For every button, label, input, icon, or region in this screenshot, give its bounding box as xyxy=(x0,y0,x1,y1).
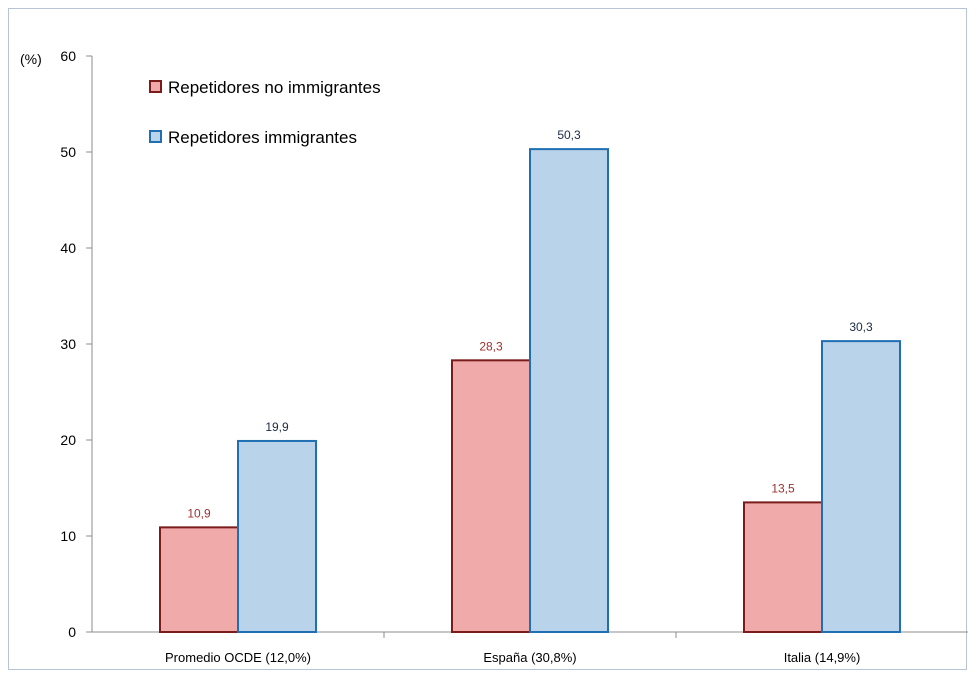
data-label: 30,3 xyxy=(849,320,873,334)
data-label: 19,9 xyxy=(265,420,289,434)
y-tick-label: 50 xyxy=(60,144,76,160)
y-tick-label: 60 xyxy=(60,48,76,64)
y-tick-label: 10 xyxy=(60,528,76,544)
legend: Repetidores no immigrantes Repetidores im… xyxy=(149,78,381,147)
bars: 10,9 19,9 28,3 50,3 13,5 30,3 xyxy=(159,128,901,633)
x-tick-label: Italia (14,9%) xyxy=(784,650,861,665)
legend-label: Repetidores immigrantes xyxy=(168,128,357,147)
data-label: 50,3 xyxy=(557,128,581,142)
data-label: 10,9 xyxy=(187,506,211,520)
data-label: 13,5 xyxy=(771,481,795,495)
y-tick-label: 30 xyxy=(60,336,76,352)
legend-swatch xyxy=(149,130,162,143)
x-tick-label: Promedio OCDE (12,0%) xyxy=(165,650,311,665)
bar xyxy=(743,501,823,633)
legend-swatch xyxy=(149,80,162,93)
bar xyxy=(237,439,317,633)
bar xyxy=(821,340,901,633)
y-tick-label: 40 xyxy=(60,240,76,256)
bar xyxy=(159,526,239,633)
y-tick-label: 20 xyxy=(60,432,76,448)
x-tick-label: España (30,8%) xyxy=(483,650,576,665)
bar xyxy=(529,148,609,633)
legend-label: Repetidores no immigrantes xyxy=(168,78,381,97)
y-axis-label: (%) xyxy=(20,51,42,67)
y-tick-label: 0 xyxy=(68,624,76,640)
bar xyxy=(451,359,531,633)
data-label: 28,3 xyxy=(479,339,503,353)
